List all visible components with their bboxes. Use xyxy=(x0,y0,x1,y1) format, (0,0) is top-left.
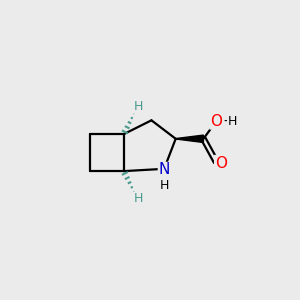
Text: O: O xyxy=(210,114,222,129)
Polygon shape xyxy=(176,135,203,142)
Text: H: H xyxy=(228,115,237,128)
Text: H: H xyxy=(134,192,143,206)
Text: N: N xyxy=(158,163,170,178)
Text: O: O xyxy=(215,155,227,170)
Text: H: H xyxy=(134,100,143,113)
Text: H: H xyxy=(160,179,169,192)
Text: -: - xyxy=(223,115,228,128)
